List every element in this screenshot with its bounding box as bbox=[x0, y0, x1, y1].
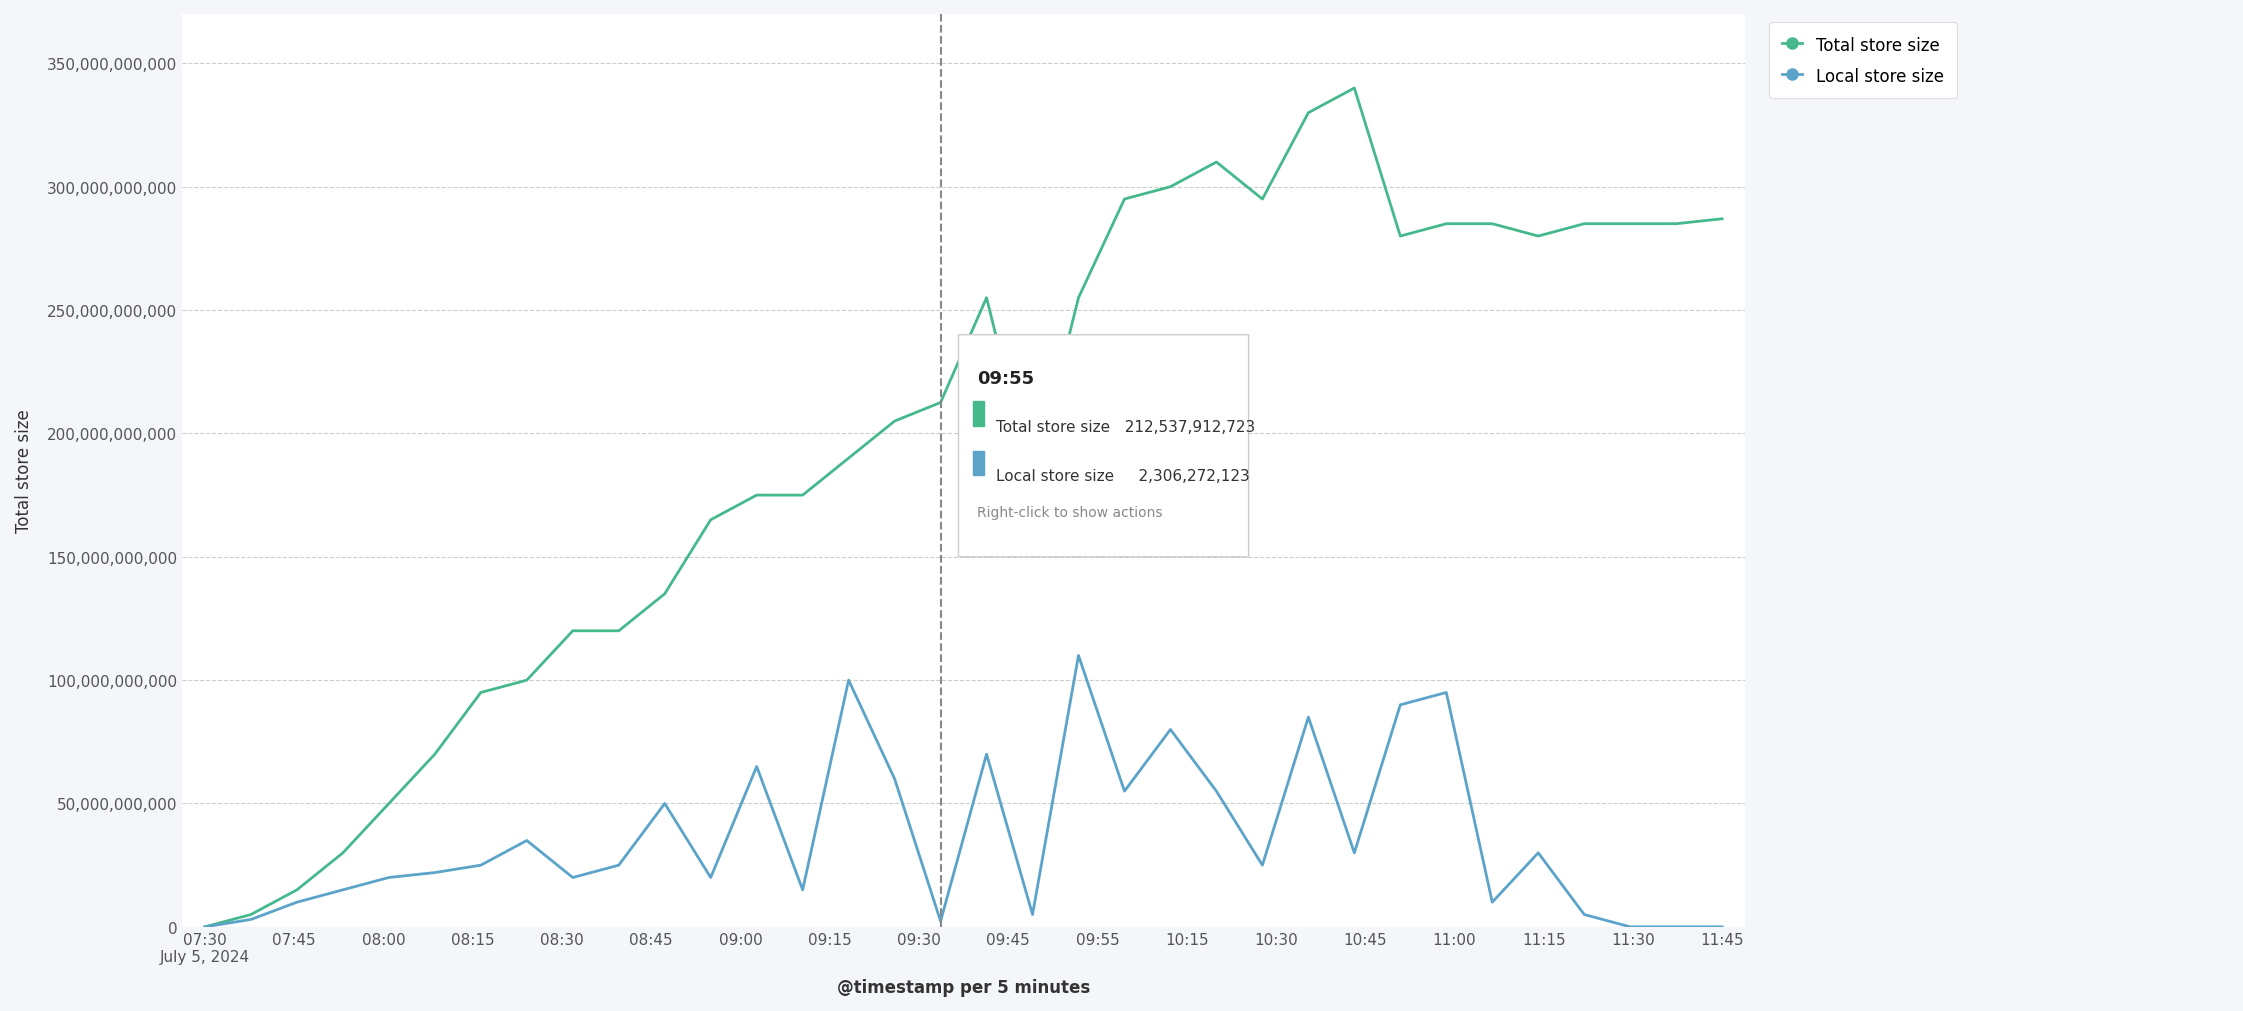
Y-axis label: Total store size: Total store size bbox=[16, 409, 34, 533]
Text: Local store size     2,306,272,123: Local store size 2,306,272,123 bbox=[996, 468, 1249, 483]
Text: Total store size   212,537,912,723: Total store size 212,537,912,723 bbox=[996, 420, 1256, 434]
Bar bbox=[973, 402, 985, 427]
X-axis label: @timestamp per 5 minutes: @timestamp per 5 minutes bbox=[837, 978, 1090, 996]
Legend: Total store size, Local store size: Total store size, Local store size bbox=[1770, 23, 1958, 99]
Bar bbox=[973, 451, 985, 476]
FancyBboxPatch shape bbox=[958, 336, 1249, 557]
Text: 09:55: 09:55 bbox=[978, 370, 1034, 388]
Text: Right-click to show actions: Right-click to show actions bbox=[978, 506, 1162, 520]
